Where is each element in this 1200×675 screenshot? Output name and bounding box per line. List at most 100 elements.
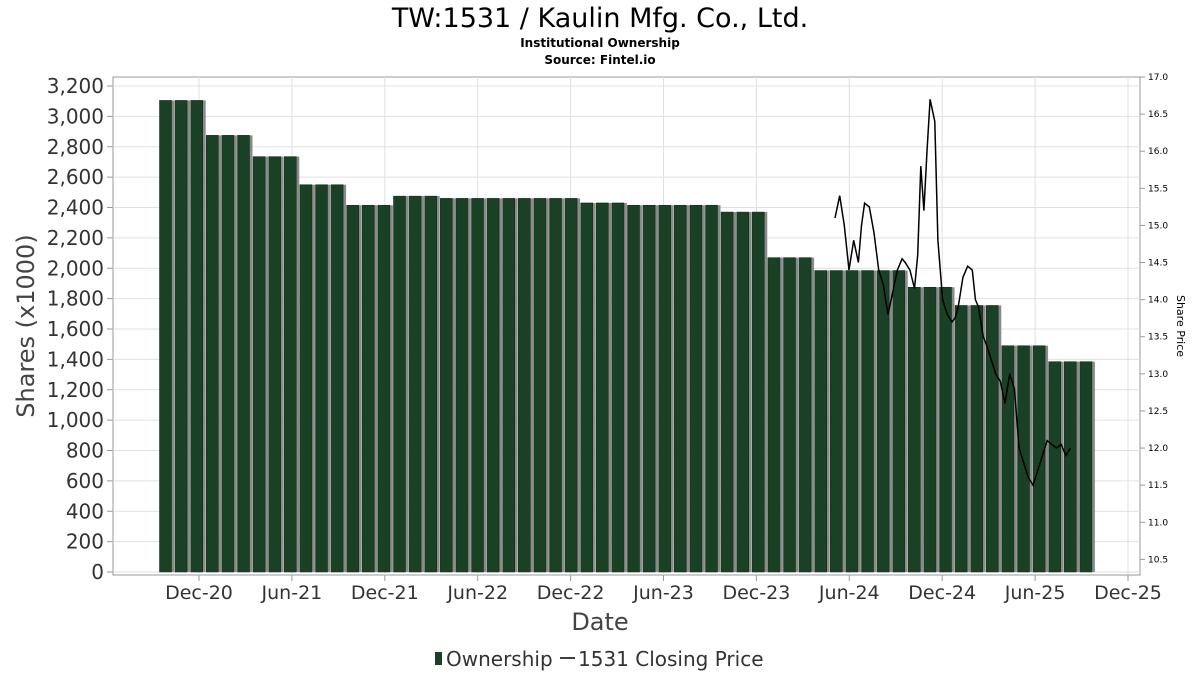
- ownership-bar: [268, 156, 281, 573]
- ownership-bar: [642, 204, 656, 573]
- x-tick-label: Jun-24: [818, 582, 880, 604]
- ownership-bar: [455, 198, 469, 573]
- chart-title: TW:1531 / Kaulin Mfg. Co., Ltd.: [391, 3, 808, 34]
- ownership-bar: [159, 100, 172, 573]
- x-tick-label: Dec-23: [722, 582, 790, 604]
- y-tick-label: 400: [66, 499, 104, 523]
- legend-ownership-swatch: [435, 652, 442, 665]
- ownership-bar: [393, 195, 406, 573]
- ownership-bar: [845, 270, 859, 573]
- y-tick-label: 3,000: [47, 104, 104, 128]
- price-line: [834, 99, 1072, 487]
- y-tick-label: 2,200: [47, 226, 104, 250]
- ownership-bar: [876, 270, 890, 573]
- y-tick-label: 3,200: [47, 74, 104, 98]
- chart-subtitle: Institutional Ownership: [520, 36, 680, 50]
- ownership-bar: [596, 202, 609, 573]
- right-tick-label: 14.0: [1148, 296, 1168, 306]
- ownership-bar: [221, 135, 235, 573]
- y-tick-label: 1,200: [47, 378, 104, 402]
- ownership-bar: [970, 305, 983, 573]
- ownership-bar: [1048, 361, 1061, 573]
- ownership-bar: [798, 257, 812, 573]
- x-axis-label: Date: [571, 608, 628, 636]
- ownership-bar: [330, 184, 344, 573]
- ownership-bar: [611, 202, 625, 573]
- ownership-bar: [720, 211, 734, 573]
- ownership-bar: [767, 257, 781, 573]
- x-tick-label: Dec-20: [165, 582, 233, 604]
- right-tick-label: 10.5: [1148, 555, 1168, 565]
- legend: Ownership 1531 Closing Price: [435, 647, 764, 671]
- ownership-bar: [190, 100, 203, 573]
- ownership-bar: [1032, 345, 1046, 573]
- ownership-bar: [736, 211, 749, 573]
- ownership-bar: [299, 184, 313, 573]
- x-tick-label: Dec-25: [1094, 582, 1162, 604]
- y-axis-label: Shares (x1000): [12, 234, 40, 417]
- x-tick-label: Jun-21: [261, 582, 323, 604]
- ownership-bar: [689, 204, 703, 573]
- ownership-bar: [954, 305, 968, 573]
- ownership-bar: [518, 198, 531, 573]
- ownership-bar: [580, 202, 593, 573]
- right-axis-ticks: 10.5 11.0 11.5 12.0 12.5 13.0 13.5 14.0 14.5 15.0…: [1140, 73, 1168, 565]
- right-tick-label: 13.5: [1148, 333, 1168, 343]
- ownership-bar: [346, 204, 359, 573]
- ownership-bar: [674, 204, 687, 573]
- x-tick-label: Jun-25: [1004, 582, 1066, 604]
- ownership-bar: [564, 198, 578, 573]
- right-tick-label: 11.5: [1148, 481, 1168, 491]
- ownership-bar: [408, 195, 422, 573]
- y-tick-label: 1,400: [47, 347, 104, 371]
- ownership-bar: [658, 204, 671, 573]
- price-line-layer: [834, 99, 1072, 487]
- right-tick-label: 12.5: [1148, 407, 1168, 417]
- right-tick-label: 16.5: [1148, 110, 1168, 120]
- ownership-bar: [939, 286, 952, 573]
- ownership-bar: [533, 198, 547, 573]
- ownership-bar: [892, 270, 905, 573]
- y-tick-label: 200: [66, 530, 104, 554]
- ownership-bar: [486, 198, 500, 573]
- right-tick-label: 16.0: [1148, 147, 1168, 157]
- right-tick-label: 14.5: [1148, 259, 1168, 269]
- x-tick-label: Dec-22: [537, 582, 605, 604]
- ownership-bar: [1017, 345, 1030, 573]
- y-tick-label: 2,400: [47, 196, 104, 220]
- right-axis-label: Share Price: [1174, 295, 1187, 357]
- x-tick-label: Dec-21: [351, 582, 419, 604]
- ownership-bar: [471, 198, 484, 573]
- y-tick-label: 2,000: [47, 256, 104, 280]
- ownership-bar: [1079, 361, 1093, 573]
- x-tick-label: Jun-23: [632, 582, 694, 604]
- ownership-bar: [549, 198, 562, 573]
- ownership-bar: [752, 211, 765, 573]
- y-tick-label: 2,800: [47, 135, 104, 159]
- y-tick-label: 0: [91, 560, 104, 584]
- legend-ownership-label: Ownership: [446, 647, 553, 671]
- ownership-bar: [861, 270, 874, 573]
- ownership-bar: [377, 204, 391, 573]
- right-tick-label: 11.0: [1148, 518, 1168, 528]
- ownership-bar: [174, 100, 188, 573]
- y-tick-label: 2,600: [47, 165, 104, 189]
- ownership-bar: [315, 184, 328, 573]
- ownership-bar: [830, 270, 843, 573]
- ownership-bar: [627, 204, 640, 573]
- ownership-bar: [502, 198, 515, 573]
- ownership-bars: [159, 100, 1095, 573]
- legend-price-label: 1531 Closing Price: [578, 647, 764, 671]
- y-tick-label: 1,800: [47, 287, 104, 311]
- right-tick-label: 17.0: [1148, 73, 1168, 83]
- ownership-bar: [986, 305, 999, 573]
- ownership-bar: [424, 195, 437, 573]
- right-tick-label: 15.5: [1148, 184, 1168, 194]
- chart-source: Source: Fintel.io: [544, 53, 655, 67]
- ownership-bar: [252, 156, 266, 573]
- ownership-bar: [1064, 361, 1077, 573]
- right-tick-label: 13.0: [1148, 370, 1168, 380]
- y-axis-ticks: 0 200 400 600 800 1,000 1,200 1,400 1,600 1,800 2,…: [47, 74, 113, 584]
- ownership-bar: [705, 204, 718, 573]
- ownership-bar: [362, 204, 375, 573]
